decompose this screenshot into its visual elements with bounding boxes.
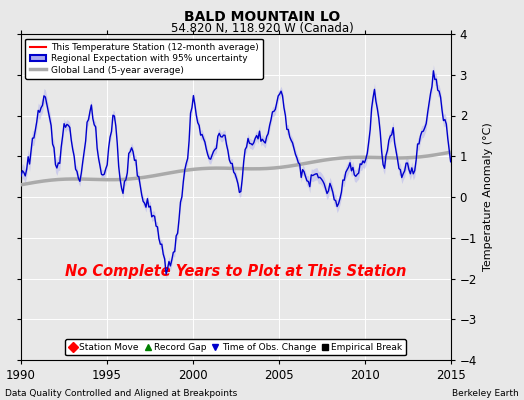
Text: Data Quality Controlled and Aligned at Breakpoints: Data Quality Controlled and Aligned at B… [5,389,237,398]
Text: 54.820 N, 118.920 W (Canada): 54.820 N, 118.920 W (Canada) [171,22,353,35]
Text: Berkeley Earth: Berkeley Earth [452,389,519,398]
Legend: Station Move, Record Gap, Time of Obs. Change, Empirical Break: Station Move, Record Gap, Time of Obs. C… [66,339,406,356]
Text: No Complete Years to Plot at This Station: No Complete Years to Plot at This Statio… [65,264,407,280]
Text: BALD MOUNTAIN LO: BALD MOUNTAIN LO [184,10,340,24]
Y-axis label: Temperature Anomaly (°C): Temperature Anomaly (°C) [483,123,493,271]
